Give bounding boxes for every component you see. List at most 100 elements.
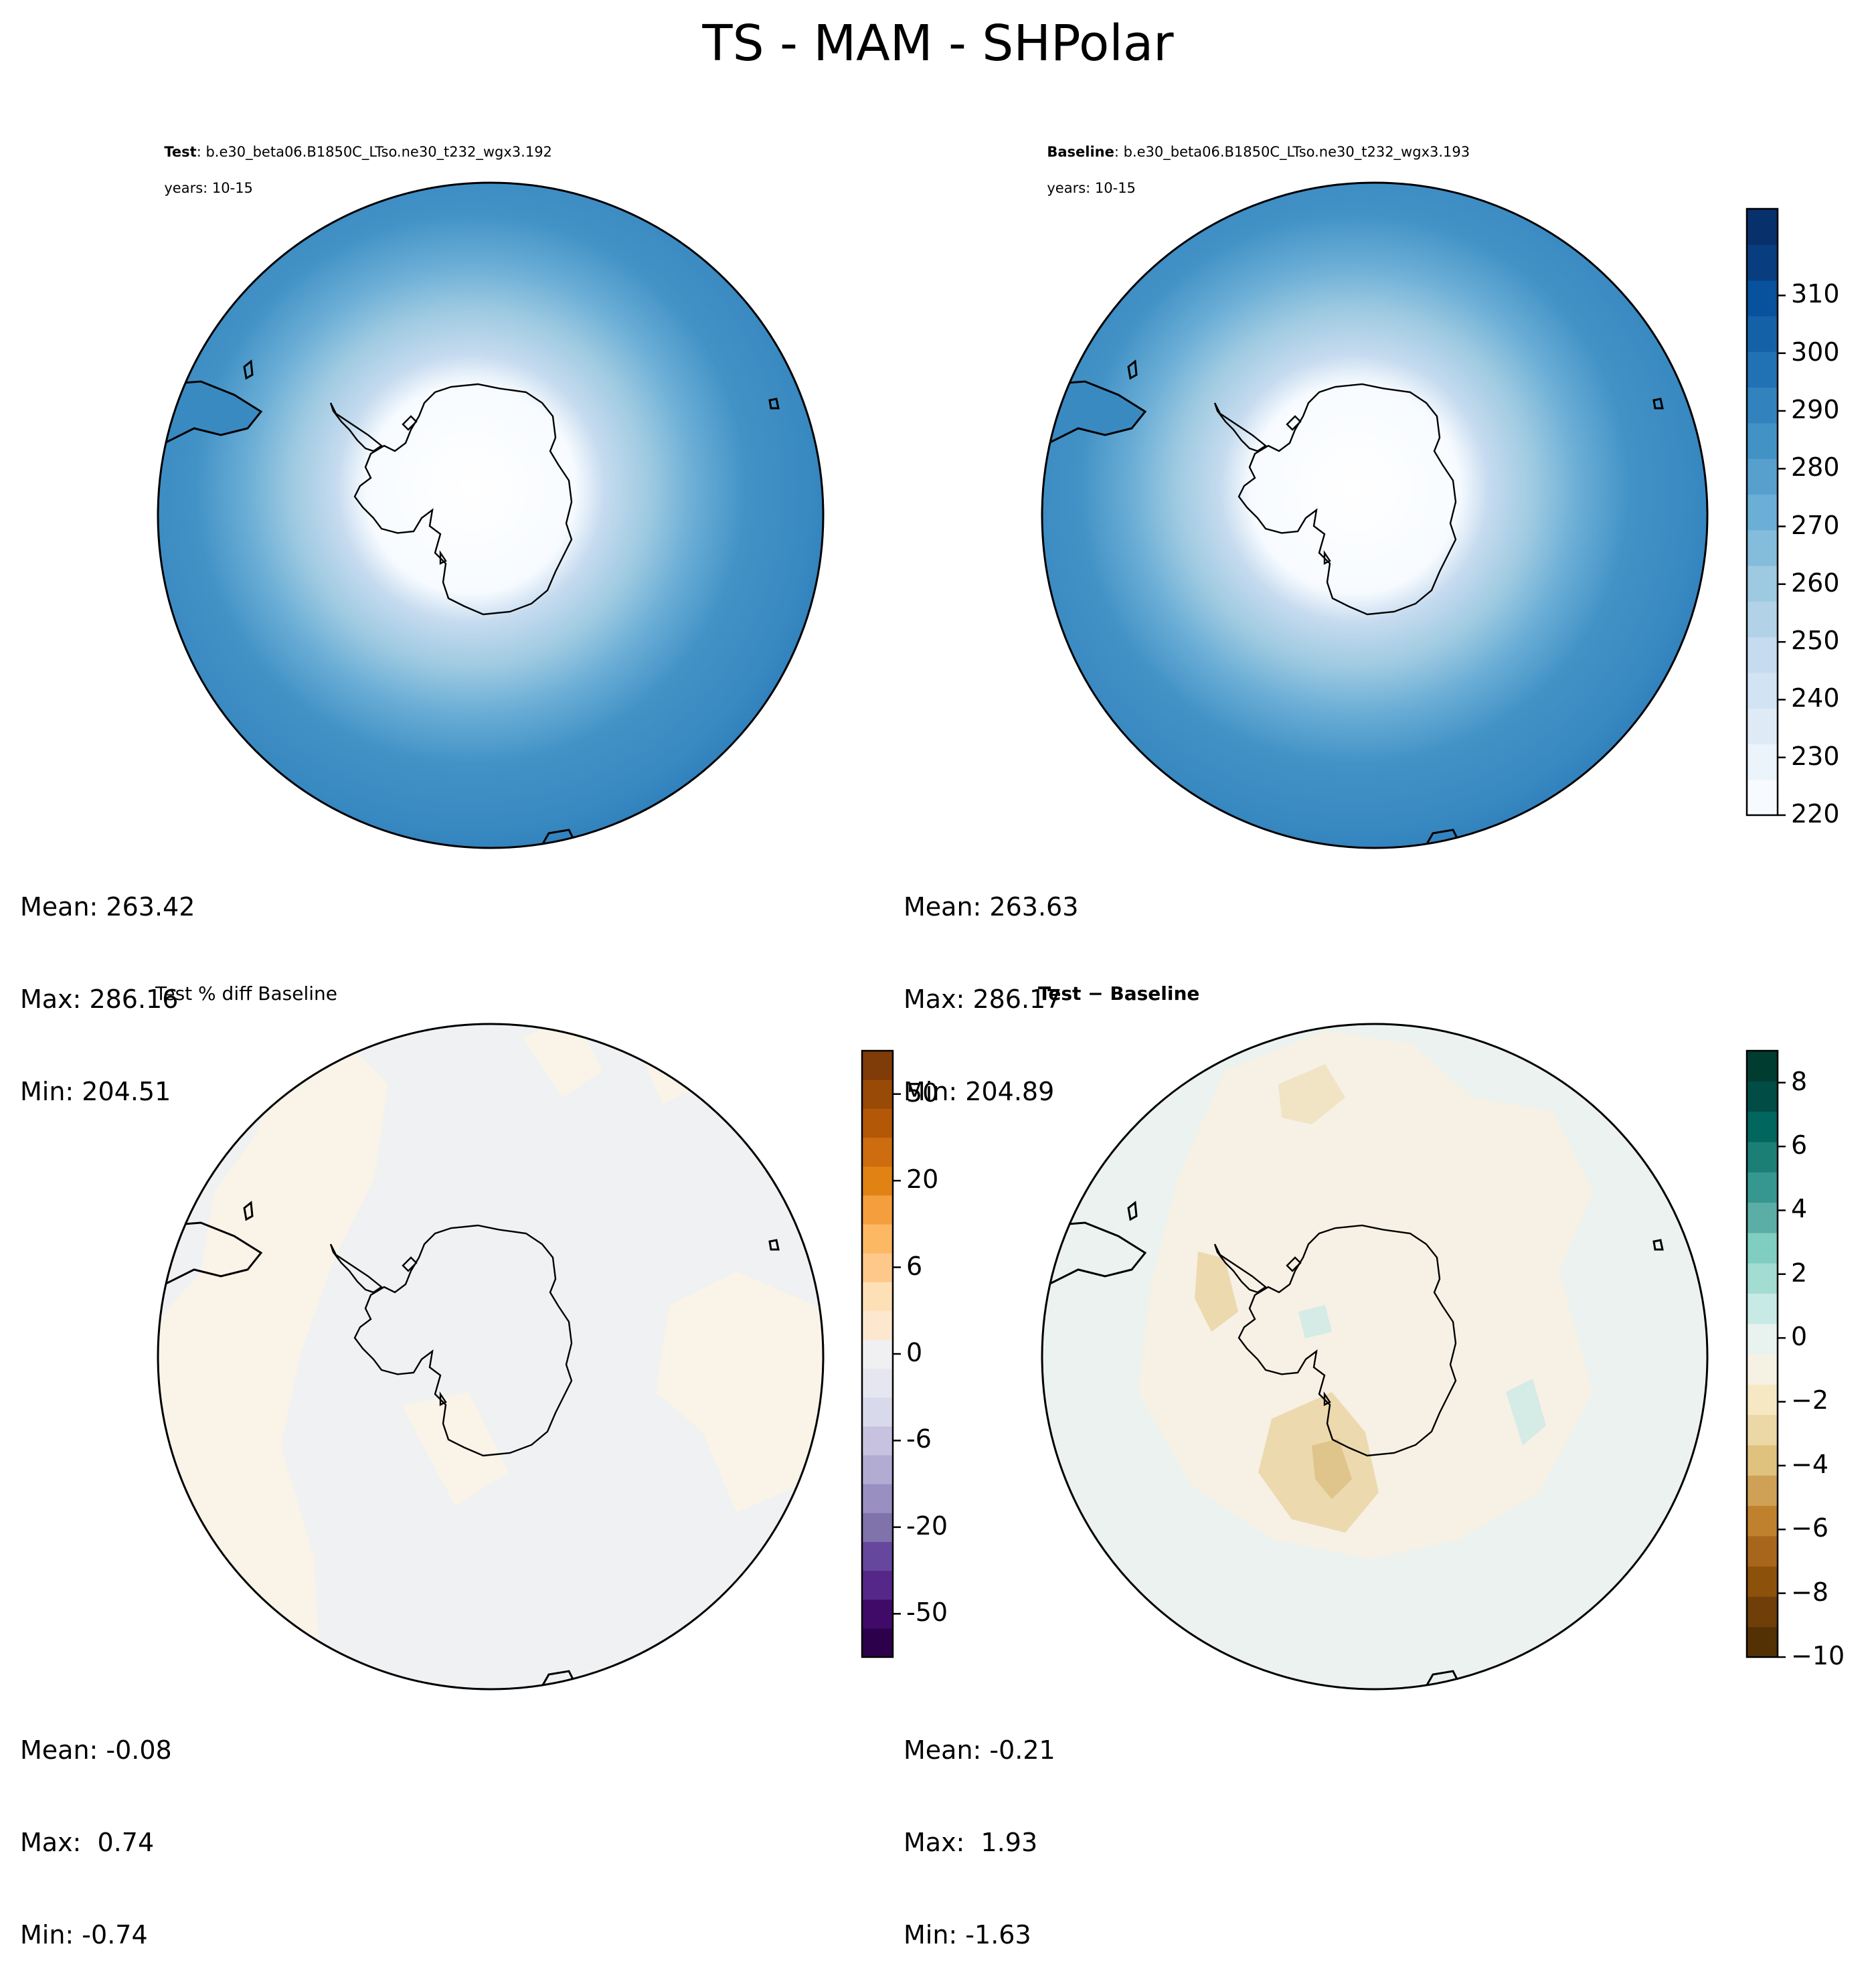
ts-colorbar-segment [1747,708,1778,745]
diff-colorbar-segment [1747,1141,1778,1173]
pct-colorbar-segment [862,1253,893,1282]
diff-panel-title: Test − Baseline [1038,982,1200,1005]
pct-diff-panel-title: Test % diff Baseline [155,982,338,1005]
diff-colorbar-segment [1747,1475,1778,1506]
test-panel-subtitle: Test: b.e30_beta06.B1850C_LTso.ne30_t232… [155,125,552,197]
diff-colorbar-tick-label: −4 [1791,1449,1829,1479]
pct-colorbar-segment [862,1195,893,1225]
figure-title: TS - MAM - SHPolar [702,15,1174,72]
test-label: Test [164,144,197,160]
pct-colorbar-tick-label: 20 [906,1165,939,1195]
pct-colorbar-tick-label: -50 [906,1598,948,1628]
ts-colorbar-segment [1747,672,1778,709]
pct-colorbar-segment [862,1541,893,1571]
diff-colorbar-segment [1747,1323,1778,1355]
pct-colorbar-segment [862,1513,893,1543]
diff-colorbar-tick-label: 2 [1791,1258,1808,1288]
diff-colorbar-tick-label: 8 [1791,1066,1808,1096]
pct-colorbar-tick-label: -6 [906,1424,932,1454]
pct-colorbar-tick-label: 0 [906,1338,923,1367]
ts-colorbar-segment [1747,351,1778,388]
diff-colorbar-segment [1747,1111,1778,1142]
diff-colorbar-tick-label: −2 [1791,1385,1829,1415]
diff-min: Min: -1.63 [904,1920,1031,1950]
ts-colorbar-segment [1747,315,1778,352]
pct-diff-map [157,1023,825,1691]
pct-colorbar-segment [862,1282,893,1311]
diff-colorbar-segment [1747,1505,1778,1537]
pct-colorbar-segment [862,1368,893,1398]
ts-colorbar-segment [1747,779,1778,816]
ts-colorbar-segment [1747,280,1778,317]
baseline-label: Baseline [1047,144,1114,160]
pct-colorbar-segment [862,1166,893,1196]
diff-colorbar [1745,1049,1786,1658]
test-map [157,181,825,849]
pct-colorbar-segment [862,1426,893,1456]
diff-stats: Mean: -0.21 Max: 1.93 Min: -1.63 [904,1673,1055,1981]
diff-colorbar-segment [1747,1444,1778,1476]
diff-colorbar-tick-label: 4 [1791,1194,1808,1224]
ts-colorbar-segment [1747,601,1778,638]
diff-colorbar-tick-label: −6 [1791,1513,1829,1543]
baseline-stats: Mean: 263.63 Max: 286.17 Min: 204.89 [904,830,1078,1138]
diff-colorbar-frame [1745,1049,1779,1658]
pct-diff-colorbar [861,1049,901,1658]
diff-colorbar-segment [1747,1596,1778,1628]
diff-colorbar-segment [1747,1051,1778,1082]
ts-colorbar-tick-label: 250 [1791,626,1840,656]
baseline-case-name: : b.e30_beta06.B1850C_LTso.ne30_t232_wgx… [1114,144,1470,160]
ts-colorbar-tick-label: 230 [1791,741,1840,771]
pct-colorbar-segment [862,1051,893,1080]
diff-colorbar-tick-label: 0 [1791,1322,1808,1352]
diff-colorbar-segment [1747,1535,1778,1567]
pct-colorbar-tick-label: 6 [906,1251,923,1281]
pct-diff-min: Min: -0.74 [20,1920,148,1950]
ts-colorbar-tick-label: 280 [1791,452,1840,483]
diff-colorbar-segment [1747,1626,1778,1658]
ts-colorbar-segment [1747,636,1778,673]
pct-diff-max: Max: 0.74 [20,1828,155,1857]
figure-canvas [157,181,1786,1691]
diff-colorbar-tick-label: −8 [1791,1577,1829,1607]
pct-colorbar-segment [862,1397,893,1427]
ts-colorbar-tick-label: 310 [1791,279,1840,309]
baseline-panel-subtitle: Baseline: b.e30_beta06.B1850C_LTso.ne30_… [1038,125,1470,197]
ts-colorbar-frame [1745,207,1779,816]
ts-colorbar-segment [1747,494,1778,531]
ts-colorbar-tick-label: 300 [1791,337,1840,367]
ts-colorbar-segment [1747,565,1778,602]
pct-colorbar-segment [862,1339,893,1369]
baseline-years: years: 10-15 [1047,180,1136,196]
diff-map [1041,1023,1709,1691]
ts-colorbar-tick-label: 220 [1791,799,1840,829]
pct-colorbar-segment [862,1108,893,1138]
diff-colorbar-segment [1747,1202,1778,1233]
diff-colorbar-segment [1747,1293,1778,1324]
diff-colorbar-segment [1747,1232,1778,1264]
pct-colorbar-tick-label: 50 [906,1078,939,1108]
test-mean: Mean: 263.42 [20,892,195,922]
pct-colorbar-tick-label: -20 [906,1511,948,1541]
baseline-map [1041,181,1709,849]
baseline-min: Min: 204.89 [904,1077,1055,1106]
pct-diff-stats: Mean: -0.08 Max: 0.74 Min: -0.74 [20,1673,172,1981]
diff-colorbar-segment [1747,1081,1778,1112]
baseline-mean: Mean: 263.63 [904,892,1079,922]
diff-colorbar-segment [1747,1384,1778,1415]
diff-colorbar-segment [1747,1566,1778,1597]
diff-colorbar-segment [1747,1172,1778,1203]
diff-mean: Mean: -0.21 [904,1735,1055,1765]
ts-colorbar-segment [1747,529,1778,566]
ts-colorbar-segment [1747,209,1778,245]
ts-colorbar-segment [1747,244,1778,281]
pct-colorbar-segment [862,1599,893,1629]
pct-colorbar-segment [862,1223,893,1254]
pct-colorbar-segment [862,1137,893,1167]
ts-colorbar-segment [1747,458,1778,495]
test-min: Min: 204.51 [20,1077,171,1106]
test-stats: Mean: 263.42 Max: 286.16 Min: 204.51 [20,830,195,1138]
ts-colorbar-segment [1747,387,1778,424]
pct-colorbar-segment [862,1080,893,1109]
pct-diff-mean: Mean: -0.08 [20,1735,172,1765]
